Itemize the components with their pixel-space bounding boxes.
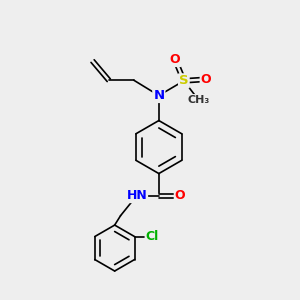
- Text: O: O: [175, 189, 185, 202]
- Text: CH₃: CH₃: [188, 95, 210, 105]
- Text: N: N: [153, 89, 164, 102]
- Text: S: S: [179, 74, 189, 87]
- Text: Cl: Cl: [146, 230, 159, 243]
- Text: O: O: [170, 53, 180, 66]
- Text: HN: HN: [126, 189, 147, 202]
- Text: O: O: [201, 73, 211, 86]
